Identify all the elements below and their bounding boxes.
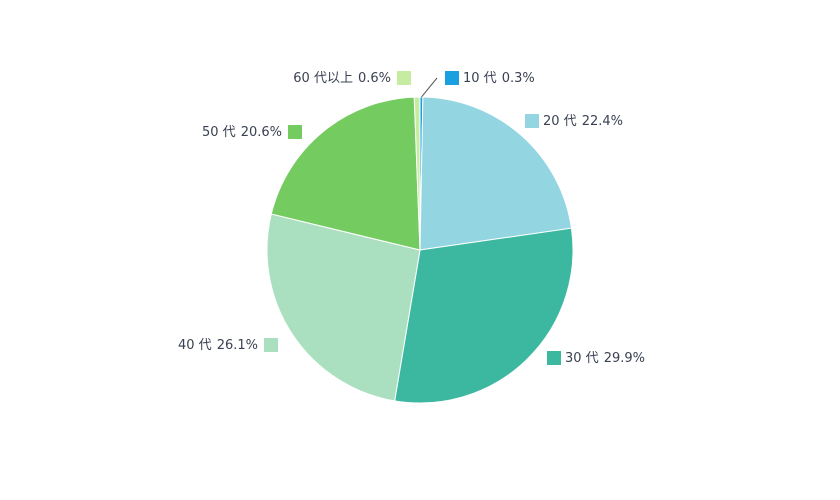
slice-label: 40 代 26.1% — [178, 338, 258, 353]
legend-swatch — [264, 338, 278, 352]
pie-slice — [266, 213, 421, 402]
slice-category: 40 代 — [178, 338, 212, 353]
slice-value: 0.6% — [358, 71, 391, 86]
slice-value: 22.4% — [582, 114, 623, 129]
slice-value: 26.1% — [217, 338, 258, 353]
slice-label: 20 代 22.4% — [543, 114, 623, 129]
pie-slice — [270, 96, 421, 251]
legend-swatch — [525, 114, 539, 128]
pie-slice — [413, 96, 421, 251]
legend-swatch — [547, 351, 561, 365]
leader-line — [421, 77, 438, 98]
pie-slice — [394, 227, 574, 404]
legend-swatch — [288, 125, 302, 139]
slice-category: 60 代以上 — [293, 71, 353, 86]
slice-category: 20 代 — [543, 114, 577, 129]
pie-slice — [419, 96, 573, 251]
slice-category: 10 代 — [463, 71, 497, 86]
legend-swatch — [397, 71, 411, 85]
slice-value: 0.3% — [502, 71, 535, 86]
slice-label: 60 代以上 0.6% — [293, 71, 391, 86]
slice-category: 50 代 — [202, 125, 236, 140]
slice-label: 10 代 0.3% — [463, 71, 535, 86]
slice-category: 30 代 — [565, 351, 599, 366]
slice-value: 20.6% — [241, 125, 282, 140]
legend-swatch — [445, 71, 459, 85]
slice-label: 30 代 29.9% — [565, 351, 645, 366]
slice-value: 29.9% — [604, 351, 645, 366]
slice-label: 50 代 20.6% — [202, 125, 282, 140]
